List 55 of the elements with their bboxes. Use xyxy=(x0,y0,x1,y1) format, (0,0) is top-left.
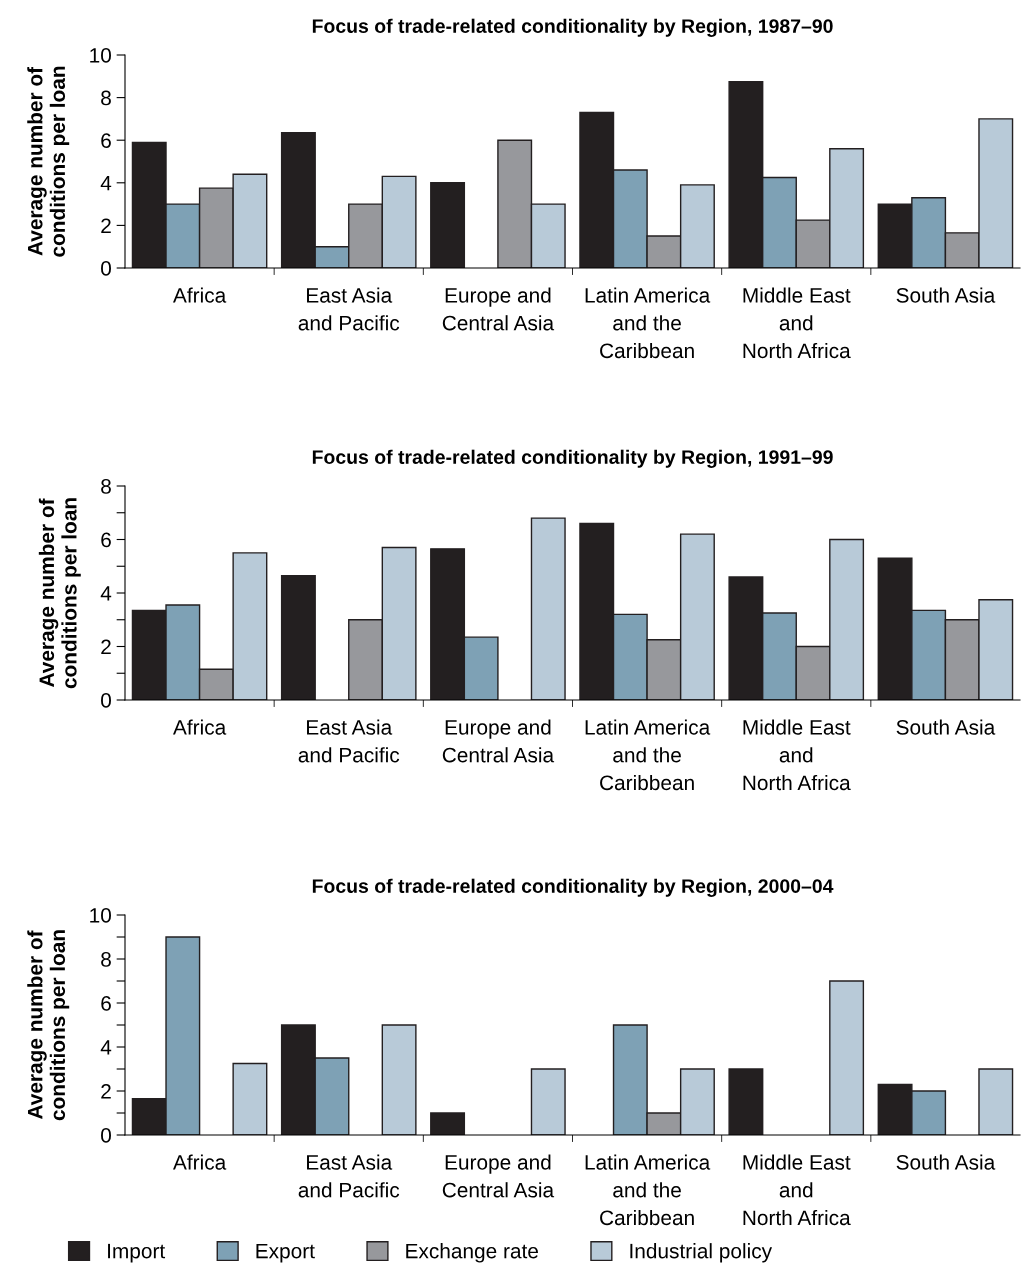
y-tick-label: 4 xyxy=(100,586,112,601)
bar xyxy=(381,1024,417,1135)
bar xyxy=(829,980,865,1135)
y-tick-label: 0 xyxy=(101,693,111,708)
x-tick-label: Latin America and the Caribbean xyxy=(585,719,711,791)
x-tick-label: East Asia and Pacific xyxy=(298,1154,400,1198)
bar xyxy=(530,1068,566,1135)
y-tick-label: 2 xyxy=(101,639,111,655)
y-tick-label: 10 xyxy=(90,48,111,63)
bar xyxy=(430,182,466,268)
y-tick-label: 0 xyxy=(101,261,111,276)
chart-title: Focus of trade-related conditionality by Region, 1991–99 xyxy=(312,449,833,468)
legend-label: Industrial policy xyxy=(630,1243,773,1263)
x-tick-label: Middle East and North Africa xyxy=(743,719,851,791)
x-tick-label: East Asia and Pacific xyxy=(298,719,400,763)
y-tick-label: 0 xyxy=(101,1128,111,1143)
bar xyxy=(430,1112,466,1135)
x-tick-label: East Asia and Pacific xyxy=(298,287,400,331)
bar xyxy=(530,517,566,700)
y-axis-title: Average number of conditions per loan xyxy=(27,930,70,1121)
bar xyxy=(728,1068,764,1135)
y-tick-label: 6 xyxy=(101,532,111,548)
chart-title: Focus of trade-related conditionality by Region, 2000–04 xyxy=(312,878,834,897)
x-tick-label: Middle East and North Africa xyxy=(743,1154,851,1226)
legend-label: Import xyxy=(108,1243,166,1263)
y-tick-label: 4 xyxy=(100,1040,112,1055)
x-tick-label: South Asia xyxy=(896,719,996,735)
y-axis-title: Average number of conditions per loan xyxy=(27,66,70,257)
y-axis-title: Average number of conditions per loan xyxy=(38,498,81,689)
y-tick-label: 2 xyxy=(101,1084,111,1099)
x-tick-label: South Asia xyxy=(896,1154,996,1170)
x-tick-label: Africa xyxy=(173,287,227,303)
bar xyxy=(232,1062,268,1135)
x-tick-label: Europe and Central Asia xyxy=(442,1154,555,1198)
y-tick-label: 8 xyxy=(101,952,111,967)
x-tick-label: Africa xyxy=(173,1154,227,1170)
y-tick-label: 6 xyxy=(101,996,111,1011)
y-tick-label: 4 xyxy=(100,176,112,191)
x-tick-label: Europe and Central Asia xyxy=(442,287,555,331)
y-tick-label: 8 xyxy=(101,90,111,106)
y-tick-label: 2 xyxy=(101,218,111,233)
x-tick-label: South Asia xyxy=(896,287,996,303)
y-tick-label: 8 xyxy=(101,479,111,494)
legend-label: Export xyxy=(256,1243,315,1263)
legend-label: Exchange rate xyxy=(406,1243,538,1263)
y-tick-label: 10 xyxy=(90,908,111,923)
x-tick-label: Latin America and the Caribbean xyxy=(585,1154,711,1226)
x-tick-label: Middle East and North Africa xyxy=(743,287,851,359)
x-tick-label: Africa xyxy=(173,719,227,735)
chart-title: Focus of trade-related conditionality by Region, 1987–90 xyxy=(312,18,833,37)
bar xyxy=(978,1068,1014,1135)
x-tick-label: Latin America and the Caribbean xyxy=(585,287,711,359)
x-tick-label: Europe and Central Asia xyxy=(442,719,555,763)
bar xyxy=(280,574,316,700)
y-tick-label: 6 xyxy=(101,133,111,148)
